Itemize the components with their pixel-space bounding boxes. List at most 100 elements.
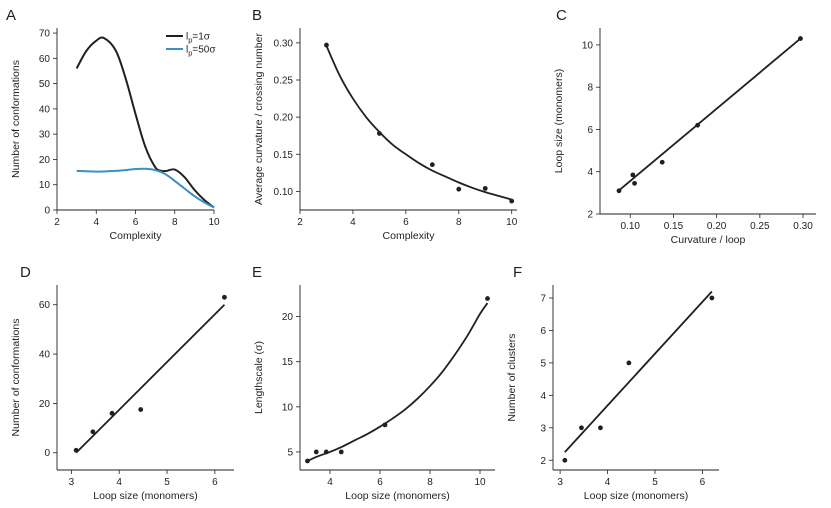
- data-point: [482, 186, 488, 191]
- data-point: [323, 449, 329, 455]
- y-tick-label: 20: [39, 155, 51, 166]
- data-point: [562, 457, 568, 463]
- y-tick-label: 10: [39, 180, 51, 191]
- data-point: [709, 295, 715, 301]
- x-tick-label: 0.25: [750, 221, 770, 232]
- data-point: [429, 162, 435, 168]
- x-axis-label: Complexity: [110, 230, 163, 242]
- data-point: [659, 159, 665, 165]
- data-point: [313, 449, 319, 455]
- x-tick-label: 5: [164, 477, 170, 488]
- y-axis-label: Number of conformations: [10, 319, 22, 437]
- x-axis-label: Loop size (monomers): [345, 490, 449, 502]
- y-tick-label: 6: [540, 326, 546, 337]
- y-tick-label: 8: [587, 83, 593, 94]
- x-axis-label: Loop size (monomers): [93, 490, 197, 502]
- x-tick-label: 8: [172, 217, 178, 228]
- x-tick-label: 4: [327, 477, 333, 488]
- x-tick-label: 4: [605, 477, 611, 488]
- data-point: [695, 122, 701, 128]
- y-tick-label: 10: [582, 40, 594, 51]
- y-tick-label: 5: [540, 358, 546, 369]
- x-tick-label: 0.15: [664, 221, 684, 232]
- y-axis-label: Number of conformations: [10, 60, 22, 178]
- data-point: [338, 449, 344, 455]
- x-tick-label: 10: [506, 217, 518, 228]
- y-tick-label: 0.10: [274, 187, 294, 198]
- series-line-2: [76, 167, 215, 209]
- x-tick-label: 3: [69, 477, 75, 488]
- data-point: [626, 360, 632, 366]
- y-tick-label: 0.15: [274, 150, 294, 161]
- panel-c: C 0.10 0.15 0.20 0.25 0.30 2 4 6 8 10 Curvature / l…: [553, 7, 816, 246]
- y-tick-label: 0: [44, 206, 50, 217]
- fit-line: [75, 304, 226, 454]
- y-tick-label: 4: [540, 391, 546, 402]
- x-tick-label: 6: [212, 477, 218, 488]
- data-point: [222, 294, 227, 300]
- x-tick-label: 8: [427, 477, 433, 488]
- fit-line: [307, 302, 489, 462]
- x-tick-label: 4: [350, 217, 356, 228]
- y-tick-label: 4: [587, 167, 593, 178]
- y-tick-label: 10: [282, 402, 294, 413]
- x-tick-label: 3: [557, 477, 563, 488]
- y-axis-label: Lengthscale (σ): [253, 341, 265, 414]
- y-tick-label: 3: [540, 423, 546, 434]
- x-tick-label: 5: [652, 477, 658, 488]
- y-tick-label: 20: [282, 312, 294, 323]
- x-tick-label: 6: [133, 217, 139, 228]
- x-axis-label: Curvature / loop: [671, 234, 746, 246]
- y-tick-label: 2: [587, 210, 593, 221]
- y-tick-label: 2: [540, 456, 546, 467]
- y-axis-label: Average curvature / crossing number: [253, 33, 265, 205]
- x-tick-label: 0.20: [707, 221, 727, 232]
- y-tick-label: 40: [39, 104, 51, 115]
- y-tick-label: 0.20: [274, 113, 294, 124]
- data-point: [630, 172, 636, 178]
- data-point: [456, 186, 462, 192]
- y-tick-label: 7: [540, 293, 546, 304]
- data-point: [305, 458, 310, 464]
- x-tick-label: 0.10: [621, 221, 641, 232]
- data-point: [485, 296, 490, 301]
- data-point: [138, 407, 144, 412]
- x-tick-label: 4: [116, 477, 122, 488]
- y-axis-label: Number of clusters: [506, 333, 518, 421]
- x-tick-label: 4: [93, 217, 99, 228]
- panel-a: A 2 4 6 8 10 0 10 20 30 40 50 60 70 Complexity Number o…: [6, 7, 220, 242]
- legend-entry: lp=1σ: [186, 32, 211, 45]
- data-point: [579, 425, 584, 431]
- fit-line: [325, 45, 512, 201]
- y-tick-label: 0.25: [274, 76, 294, 87]
- panel-letter: C: [556, 7, 567, 24]
- data-point: [90, 429, 96, 435]
- y-tick-label: 70: [39, 29, 51, 40]
- x-axis-label: Complexity: [383, 230, 436, 242]
- data-point: [109, 410, 115, 416]
- x-tick-label: 10: [474, 477, 486, 488]
- y-tick-label: 0.30: [274, 38, 294, 49]
- y-axis-label: Loop size (monomers): [553, 69, 565, 173]
- y-tick-label: 0: [44, 448, 50, 459]
- panel-letter: B: [252, 7, 262, 24]
- y-tick-label: 60: [39, 54, 51, 65]
- x-tick-label: 10: [208, 217, 220, 228]
- x-tick-label: 6: [700, 477, 706, 488]
- data-point: [509, 198, 515, 204]
- panel-letter: D: [20, 264, 31, 281]
- x-axis-label: Loop size (monomers): [584, 490, 688, 502]
- data-point: [632, 180, 637, 186]
- x-tick-label: 2: [54, 217, 60, 228]
- data-point: [616, 188, 622, 194]
- panel-b: B 2 4 6 8 10 0.10 0.15 0.20 0.25 0.30 Complexity Ave…: [252, 7, 518, 242]
- y-tick-label: 15: [282, 357, 294, 368]
- x-tick-label: 0.30: [793, 221, 813, 232]
- y-tick-label: 6: [587, 125, 593, 136]
- panel-e: E 4 6 8 10 5 10 15 20 Loop size (monomers) Lengths…: [252, 264, 495, 502]
- y-tick-label: 30: [39, 130, 51, 141]
- y-tick-label: 5: [287, 447, 293, 458]
